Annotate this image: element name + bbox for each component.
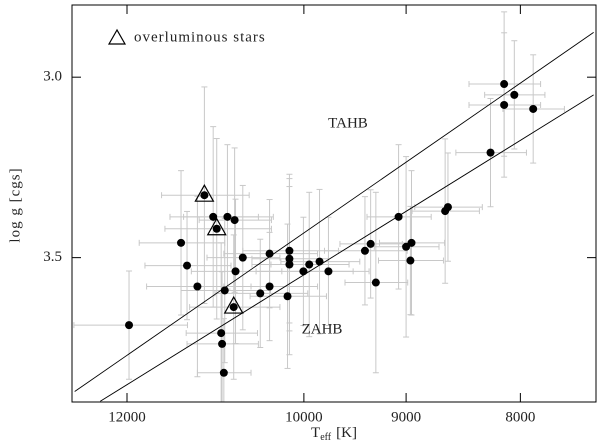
star-point xyxy=(285,246,294,255)
x-tick-label: 12000 xyxy=(108,409,146,425)
star-point xyxy=(200,191,209,200)
star-point xyxy=(219,368,228,377)
sequence-line xyxy=(100,94,594,402)
x-label-subscript: eff xyxy=(320,432,332,443)
star-point xyxy=(223,212,232,221)
legend-label: overluminous stars xyxy=(134,29,266,45)
star-point xyxy=(305,260,314,269)
line-label: ZAHB xyxy=(302,321,343,337)
star-point xyxy=(360,246,369,255)
overluminous-marker xyxy=(223,295,244,314)
star-point xyxy=(500,100,509,109)
star-point xyxy=(265,249,274,258)
star-point xyxy=(529,104,538,113)
x-tick-label: 10000 xyxy=(285,409,323,425)
star-point xyxy=(217,329,226,338)
plot-frame xyxy=(71,4,597,403)
star-point xyxy=(177,238,186,247)
y-tick-label: 3.5 xyxy=(43,249,62,265)
star-point xyxy=(299,267,308,276)
star-point xyxy=(231,267,240,276)
star-point xyxy=(285,260,294,269)
star-point xyxy=(407,238,416,247)
star-point xyxy=(510,90,519,99)
line-label: TAHB xyxy=(328,115,368,131)
star-point xyxy=(486,148,495,157)
x-tick-label: 9000 xyxy=(391,409,421,425)
overluminous-marker xyxy=(194,183,215,202)
sequence-lines xyxy=(74,32,594,402)
x-label-symbol: T xyxy=(311,425,320,441)
y-axis-label: log g [cgs] xyxy=(7,167,23,242)
star-point xyxy=(324,267,333,276)
star-point xyxy=(366,239,375,248)
star-point xyxy=(500,80,509,89)
star-point xyxy=(283,292,292,301)
x-label-unit: [K] xyxy=(336,425,357,441)
star-point xyxy=(212,224,221,233)
star-point xyxy=(183,261,192,270)
star-point xyxy=(265,282,274,291)
star-point xyxy=(230,216,239,225)
star-point xyxy=(315,257,324,266)
star-point xyxy=(218,339,227,348)
sequence-line xyxy=(74,32,594,392)
y-tick-label: 3.0 xyxy=(43,69,62,85)
star-point xyxy=(220,286,229,295)
star-point xyxy=(229,303,238,312)
star-point xyxy=(193,282,202,291)
star-point xyxy=(406,256,415,265)
star-point xyxy=(394,212,403,221)
markers xyxy=(125,80,538,377)
star-point xyxy=(256,289,265,298)
legend-symbol xyxy=(107,28,127,45)
overluminous-marker xyxy=(206,217,227,236)
star-point xyxy=(209,212,218,221)
x-tick-label: 8000 xyxy=(505,409,535,425)
star-point xyxy=(443,203,452,212)
star-point xyxy=(125,321,134,330)
x-axis-label: Teff [K] xyxy=(311,425,357,443)
error-bars xyxy=(73,11,565,402)
star-point xyxy=(371,278,380,287)
star-point xyxy=(238,253,247,262)
star-point xyxy=(285,254,294,263)
